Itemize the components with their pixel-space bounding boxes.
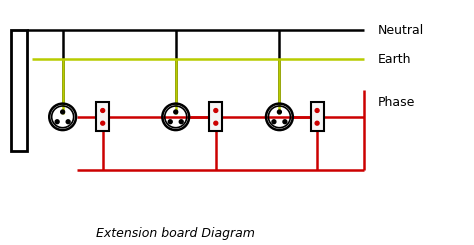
Circle shape	[101, 121, 105, 125]
Bar	[96, 102, 109, 131]
Circle shape	[277, 110, 282, 114]
Circle shape	[315, 121, 319, 125]
Circle shape	[214, 109, 218, 112]
Circle shape	[315, 109, 319, 112]
Circle shape	[214, 121, 218, 125]
Circle shape	[272, 120, 276, 124]
Bar	[310, 102, 324, 131]
Text: Earth: Earth	[378, 53, 411, 66]
Circle shape	[283, 120, 287, 124]
Circle shape	[101, 109, 105, 112]
Circle shape	[55, 120, 59, 124]
Circle shape	[168, 120, 172, 124]
Circle shape	[66, 120, 70, 124]
Text: Neutral: Neutral	[378, 24, 424, 37]
Circle shape	[61, 110, 64, 114]
Bar	[209, 102, 222, 131]
Circle shape	[174, 110, 178, 114]
Text: Phase: Phase	[378, 96, 415, 109]
Bar	[11, 30, 27, 150]
Text: Extension board Diagram: Extension board Diagram	[96, 228, 255, 241]
Circle shape	[179, 120, 183, 124]
